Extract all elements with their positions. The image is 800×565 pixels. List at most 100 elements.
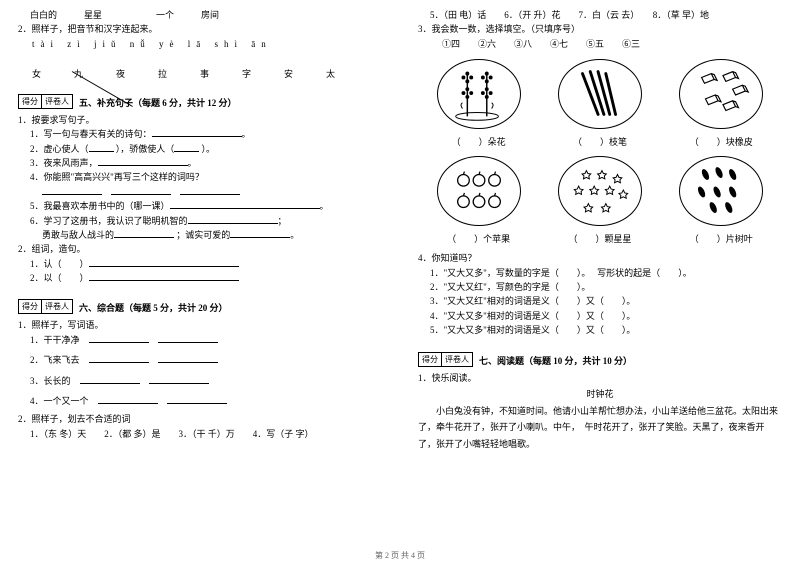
blank[interactable] [89, 353, 149, 363]
blank[interactable] [98, 156, 188, 166]
text: ）。 [202, 144, 216, 154]
text: 4．"又大又多"相对的词语是义（ [430, 311, 559, 321]
hanzi-row: 女 九 夜 拉 事 字 安 太 [18, 67, 382, 80]
reading-para: 小白兔没有钟，不知道时间。他请小山羊帮忙想办法，小山羊送给他三盆花。太阳出来了，… [418, 403, 782, 452]
blank[interactable] [158, 333, 218, 343]
blank[interactable] [89, 257, 239, 267]
pencils-circle [558, 59, 642, 129]
text: ），骄傲使人（ [116, 144, 175, 154]
text-line: 白白的 星星 一个 房间 [18, 8, 382, 22]
score-cell: 得分 [19, 300, 42, 313]
cap1c: （ ）块橡皮 [675, 135, 767, 148]
text: 4．一个又一个 [30, 396, 89, 406]
score-table: 得分 评卷人 [18, 299, 73, 314]
text: ）。 [622, 325, 636, 335]
text: ）。 [678, 268, 692, 278]
blank[interactable] [149, 374, 209, 384]
text: ）又（ [577, 325, 604, 335]
q2-2: 2．以（ ） [18, 271, 382, 285]
blank[interactable] [152, 127, 242, 137]
circle-row-2 [418, 154, 782, 228]
blank[interactable] [114, 228, 174, 238]
text: ）。 [622, 296, 636, 306]
blank[interactable] [174, 142, 199, 152]
cap1b: （ ）枝笔 [554, 135, 646, 148]
text: 写形状的起是（ [597, 268, 660, 278]
q1-6a: 6．学习了这册书，我认识了聪明机智的； [18, 214, 382, 228]
cap2b: （ ）颗星星 [554, 232, 646, 245]
q4-3: 3．"又大又红"相对的词语是义（ ）又（ ）。 [418, 294, 782, 308]
q1-5: 5．我最喜欢本册书中的（哪一课）。 [18, 199, 382, 213]
text: ）。 [577, 268, 586, 278]
q2-1: 1．认（ ） [18, 257, 382, 271]
blank[interactable] [180, 185, 240, 195]
q1-1: 1．写一句与春天有关的诗句：。 [18, 127, 382, 141]
q4-5: 5．"又大又多"相对的词语是义（ ）又（ ）。 [418, 323, 782, 337]
blank[interactable] [167, 394, 227, 404]
score-cell: 得分 [19, 95, 42, 108]
text: 3．夜来风雨声， [30, 158, 98, 168]
text: ）又（ [577, 311, 604, 321]
blank[interactable] [158, 353, 218, 363]
caption-row-1: （ ）朵花 （ ）枝笔 （ ）块橡皮 [418, 135, 782, 148]
blank[interactable] [42, 185, 102, 195]
text: 5．"又大又多"相对的词语是义（ [430, 325, 559, 335]
p1-2: 2．飞来飞去 [18, 353, 382, 367]
text: ）。 [622, 311, 636, 321]
section-7-title: 七、阅读题（每题 10 分，共计 10 分） [479, 354, 632, 367]
q1-4-blanks [18, 185, 382, 199]
cap1a: （ ）朵花 [433, 135, 525, 148]
text: 1．认（ ） [30, 259, 89, 269]
blank[interactable] [230, 228, 290, 238]
blank[interactable] [188, 214, 278, 224]
text: 2．"又大又红"，写颜色的字是（ [430, 282, 559, 292]
q2: 2．组词，造句。 [18, 242, 382, 256]
text: ）。 [577, 282, 591, 292]
blank[interactable] [111, 185, 171, 195]
text: 3．长长的 [30, 376, 71, 386]
caption-row-2: （ ）个苹果 （ ）颗星星 （ ）片树叶 [418, 232, 782, 245]
cap2a: （ ）个苹果 [433, 232, 525, 245]
blank[interactable] [170, 199, 320, 209]
p2: 2．照样子，划去不合适的词 [18, 412, 382, 426]
blank[interactable] [89, 142, 114, 152]
text: 5．我最喜欢本册书中的（哪一课） [30, 201, 170, 211]
section-5-title: 五、补充句子（每题 6 分，共计 12 分） [79, 96, 237, 109]
erasers-circle [679, 59, 763, 129]
q4: 4．你知道吗？ [418, 251, 782, 265]
score-table: 得分 评卷人 [418, 352, 473, 367]
text: 1．干干净净 [30, 335, 80, 345]
text: 1．"又大又多"，写数量的字是（ [430, 268, 559, 278]
r1: 5．（田 电）话 6．（开 升）花 7．白（云 去） 8．（草 早）地 [418, 8, 782, 22]
q4-4: 4．"又大又多"相对的词语是义（ ）又（ ）。 [418, 309, 782, 323]
text: 3．"又大又红"相对的词语是义（ [430, 296, 559, 306]
q2-prompt: 2．照样子，把音节和汉字连起来。 [18, 22, 382, 36]
reviewer-cell: 评卷人 [42, 95, 72, 108]
text: 勇敢与敌人战斗的 [42, 230, 114, 240]
leaves-circle [679, 156, 763, 226]
p1-3: 3．长长的 [18, 374, 382, 388]
reviewer-cell: 评卷人 [442, 353, 472, 366]
stars-circle [558, 156, 642, 226]
blank[interactable] [80, 374, 140, 384]
apples-circle [437, 156, 521, 226]
flowers-circle [437, 59, 521, 129]
blank[interactable] [98, 394, 158, 404]
blank[interactable] [89, 271, 239, 281]
section-6-title: 六、综合题（每题 5 分，共计 20 分） [79, 301, 228, 314]
r2: 3．我会数一数，选择填空。（只填序号） [418, 22, 782, 36]
blank[interactable] [89, 333, 149, 343]
text: 2．飞来飞去 [30, 355, 80, 365]
r2b: ①四 ②六 ③八 ④七 ⑤五 ⑥三 [418, 37, 782, 51]
q1-3: 3．夜来风雨声，。 [18, 156, 382, 170]
text: ）又（ [577, 296, 604, 306]
text: ；诚实可爱的 [176, 230, 230, 240]
p1-1: 1．干干净净 [18, 333, 382, 347]
reading-title: 时钟花 [418, 387, 782, 401]
cap2c: （ ）片树叶 [675, 232, 767, 245]
p1: 1．照样子，写词语。 [18, 318, 382, 332]
read1: 1．快乐阅读。 [418, 371, 782, 385]
p2-1: 1．（东 冬）天 2．（都 多）是 3．（干 千）万 4．写（子 字） [18, 427, 382, 441]
q4-1: 1．"又大又多"，写数量的字是（ ）。 写形状的起是（ ）。 [418, 266, 782, 280]
p1-4: 4．一个又一个 [18, 394, 382, 408]
